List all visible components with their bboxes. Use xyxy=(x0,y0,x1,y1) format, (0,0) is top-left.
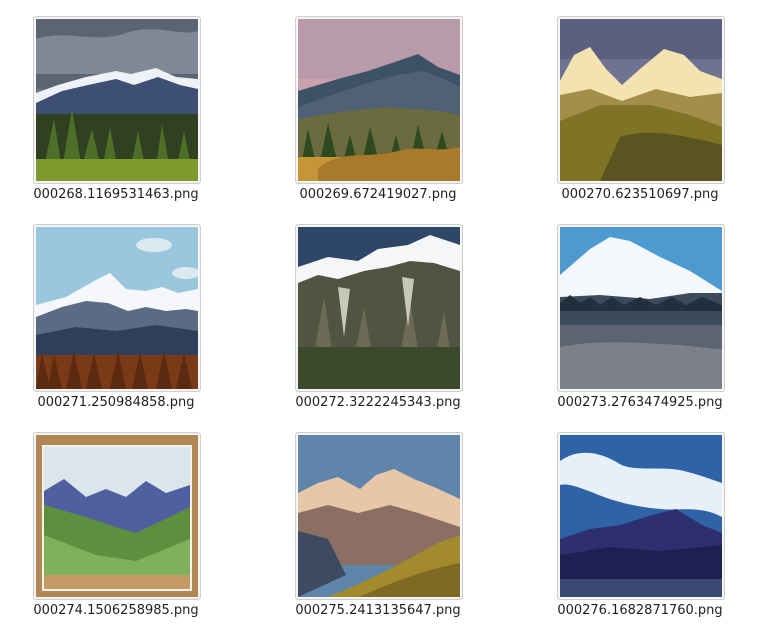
image-thumbnail[interactable] xyxy=(560,227,722,389)
file-name[interactable]: 000275.2413135647.png xyxy=(295,603,461,618)
file-name[interactable]: 000269.672419027.png xyxy=(299,187,457,202)
file-name[interactable]: 000272.3222245343.png xyxy=(295,395,461,410)
image-thumbnail[interactable] xyxy=(560,435,722,597)
thumbnail-frame[interactable] xyxy=(557,16,725,184)
file-item[interactable]: 000272.3222245343.png xyxy=(295,224,495,424)
file-item[interactable]: 000273.2763474925.png xyxy=(557,224,757,424)
file-name[interactable]: 000270.623510697.png xyxy=(561,187,719,202)
thumbnail-frame[interactable] xyxy=(557,224,725,392)
file-name[interactable]: 000273.2763474925.png xyxy=(557,395,723,410)
file-name[interactable]: 000276.1682871760.png xyxy=(557,603,723,618)
file-item[interactable]: 000268.1169531463.png xyxy=(33,16,233,216)
file-item[interactable]: 000275.2413135647.png xyxy=(295,432,495,632)
thumbnail-frame[interactable] xyxy=(295,432,463,600)
file-item[interactable]: 000274.1506258985.png xyxy=(33,432,233,632)
image-thumbnail[interactable] xyxy=(560,19,722,181)
thumbnail-frame[interactable] xyxy=(295,16,463,184)
thumbnail-frame[interactable] xyxy=(33,224,201,392)
image-thumbnail[interactable] xyxy=(298,227,460,389)
file-name[interactable]: 000268.1169531463.png xyxy=(33,187,199,202)
image-thumbnail[interactable] xyxy=(36,435,198,597)
thumbnail-frame[interactable] xyxy=(557,432,725,600)
image-thumbnail[interactable] xyxy=(36,227,198,389)
image-thumbnail[interactable] xyxy=(298,435,460,597)
file-item[interactable]: 000271.250984858.png xyxy=(33,224,233,424)
file-name[interactable]: 000274.1506258985.png xyxy=(33,603,199,618)
file-item[interactable]: 000270.623510697.png xyxy=(557,16,757,216)
file-item[interactable]: 000276.1682871760.png xyxy=(557,432,757,632)
image-thumbnail[interactable] xyxy=(298,19,460,181)
file-item[interactable]: 000269.672419027.png xyxy=(295,16,495,216)
image-thumbnail[interactable] xyxy=(36,19,198,181)
thumbnail-frame[interactable] xyxy=(33,16,201,184)
thumbnail-frame[interactable] xyxy=(295,224,463,392)
file-name[interactable]: 000271.250984858.png xyxy=(37,395,195,410)
thumbnail-frame[interactable] xyxy=(33,432,201,600)
